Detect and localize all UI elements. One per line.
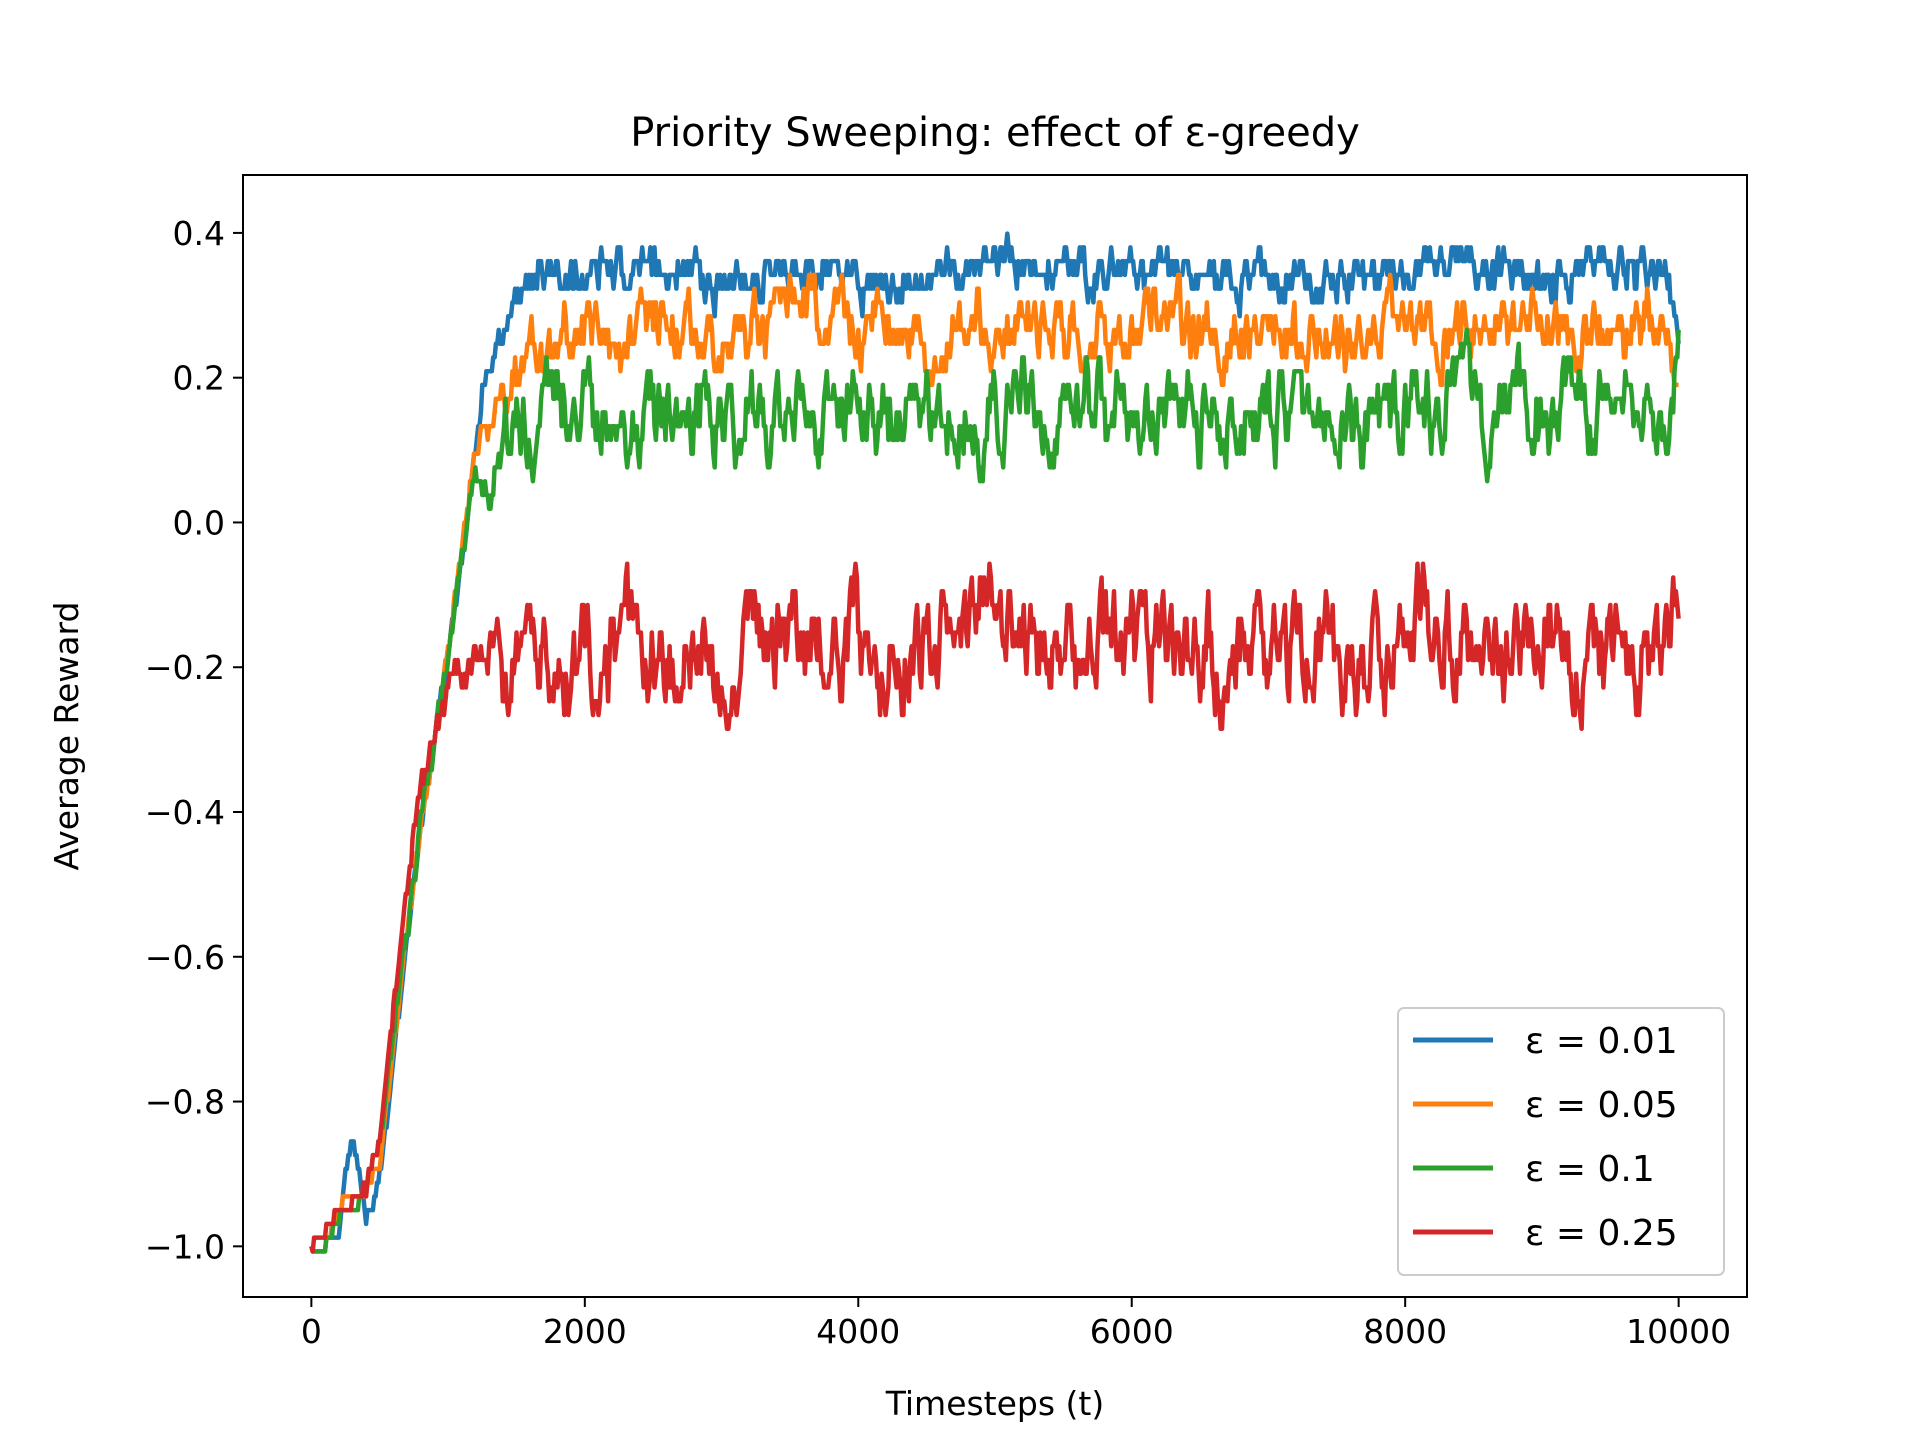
- series-line-3: [309, 561, 1681, 1254]
- series-line-0: [309, 231, 1681, 1254]
- y-tick-label: −1.0: [145, 1227, 225, 1266]
- y-axis-label: Average Reward: [47, 602, 86, 871]
- series-line-2: [309, 327, 1681, 1254]
- y-axis: −1.0 −0.8 −0.6 −0.4 −0.2 0.0 0.2 0.4: [145, 214, 243, 1266]
- legend-label-2: ε = 0.1: [1525, 1149, 1655, 1190]
- legend-box: [1397, 1007, 1725, 1276]
- y-tick-label: −0.4: [145, 793, 225, 832]
- plot-frame: [242, 174, 1748, 1298]
- legend-label-0: ε = 0.01: [1525, 1021, 1678, 1062]
- x-tick-label: 4000: [816, 1312, 900, 1351]
- y-tick-label: 0.4: [173, 214, 225, 253]
- x-tick-label: 8000: [1363, 1312, 1447, 1351]
- y-tick-label: 0.2: [173, 359, 225, 398]
- series-line-1: [309, 272, 1680, 1254]
- y-tick-label: −0.2: [145, 648, 225, 687]
- legend-label-1: ε = 0.05: [1525, 1085, 1678, 1126]
- x-tick-label: 6000: [1090, 1312, 1174, 1351]
- legend: ε = 0.01 ε = 0.05 ε = 0.1 ε = 0.25: [1397, 1007, 1725, 1276]
- y-tick-label: −0.6: [145, 938, 225, 977]
- y-tick-label: −0.8: [145, 1083, 225, 1122]
- x-tick-label: 0: [301, 1312, 322, 1351]
- chart-title: Priority Sweeping: effect of ε-greedy: [630, 110, 1360, 156]
- x-tick-label: 2000: [543, 1312, 627, 1351]
- x-axis-label: Timesteps (t): [885, 1384, 1105, 1423]
- series-layer: [309, 231, 1681, 1254]
- legend-label-3: ε = 0.25: [1525, 1213, 1678, 1254]
- y-tick-label: 0.0: [173, 503, 225, 542]
- x-axis: 0 2000 4000 6000 8000 10000: [301, 1297, 1731, 1351]
- x-tick-label: 10000: [1626, 1312, 1731, 1351]
